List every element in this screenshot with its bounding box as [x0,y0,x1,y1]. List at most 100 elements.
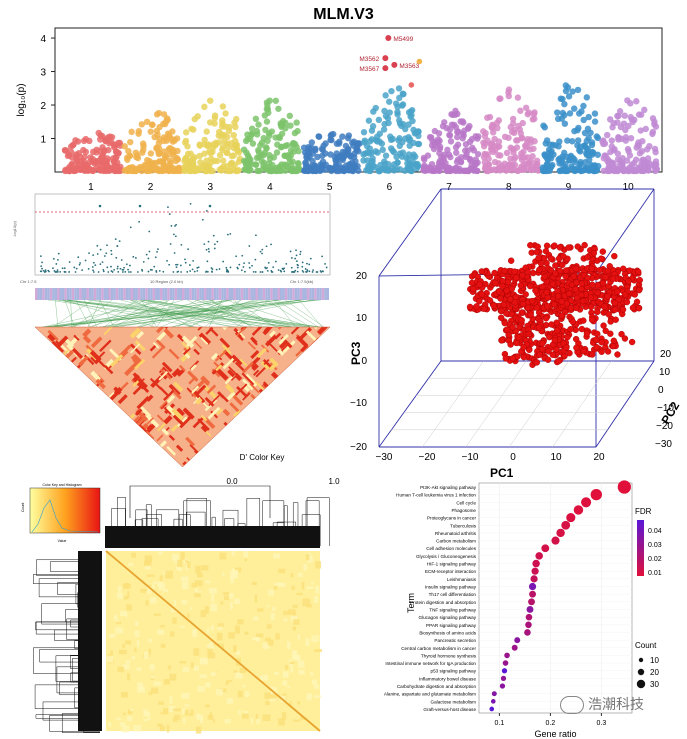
heatmap-cell [315,561,322,569]
snp-point [324,263,326,265]
snp-point [134,154,142,162]
snp-point [545,146,553,153]
heatmap-cell [278,718,285,726]
snp-point [119,267,122,270]
term-dot [556,528,565,538]
snp-point [62,167,69,175]
snp-point [554,109,561,116]
x-tick-label: −30 [376,452,393,463]
heatmap-cell [313,684,320,690]
term-dot [525,613,533,621]
box-edge [378,360,442,448]
snp-point [107,271,110,273]
heatmap-cell [136,667,142,671]
snp-point [145,167,153,175]
ld-cell [156,414,165,422]
snp-point [197,266,200,269]
marker-strip [52,288,55,300]
snp-point [556,167,563,175]
snp-point [110,270,113,272]
ld-cell [166,446,177,456]
heatmap-cell [144,565,152,570]
snp-point [322,150,329,157]
pca-point [588,316,596,324]
snp-point [265,267,267,270]
snp-point [453,149,460,156]
heatmap-cell [180,576,189,582]
snp-point [514,94,522,101]
snp-point [609,124,616,131]
marker-strip [164,288,168,300]
ld-cell [309,443,318,451]
snp-point [635,165,642,172]
ld-cell [320,463,330,467]
pca-point [564,333,571,341]
ld-cell [233,409,242,418]
pca-point [625,278,632,285]
ld-cell [251,363,259,371]
heatmap-cell [188,713,194,716]
x-tick-label: 0 [510,452,516,463]
ld-cell [161,427,170,436]
ld-cell [137,438,152,452]
heatmap-cell [182,708,187,714]
pca-point [567,304,575,312]
snp-point [207,97,214,104]
ld-cell [78,430,89,441]
heatmap-cell [230,575,235,583]
ld-cell [303,352,317,366]
term-label: Cell cycle [456,500,476,505]
heatmap-cell [225,681,229,685]
ld-cell [72,407,85,420]
snp-point [56,269,59,271]
heatmap-cell [243,684,246,688]
ld-cell [163,328,175,339]
pca-point [580,347,587,355]
snp-point [464,125,472,132]
heatmap-cell [212,719,216,723]
y-tick-label: 0 [658,385,664,396]
ld-cell [54,403,64,412]
heatmap-cell [297,634,301,640]
snp-point [125,263,128,266]
floor-grid [552,360,612,448]
pca-point [526,346,533,354]
chromosome-tick-label: 10 [623,182,635,192]
ld-cell [166,394,176,404]
snp-point [465,167,472,174]
snp-point [52,267,54,270]
snp-point [380,126,388,133]
snp-point [382,152,390,159]
pca-point [602,273,609,281]
ld-cell [300,413,312,424]
ld-cell [233,441,245,454]
snp-point [524,165,531,173]
dendrogram-branch [145,504,152,546]
snp-point [206,270,209,273]
ld-cell [282,425,295,438]
ld-cell [155,339,166,350]
ld-cell [99,423,111,435]
ld-cell [129,327,141,339]
ld-cell [276,419,289,431]
snp-point [604,131,611,139]
ld-cell [104,365,114,375]
marker-strip [316,288,320,300]
pca-point [543,289,550,296]
snp-point [578,108,585,115]
count-legend-title: Count [635,641,657,650]
snp-point [97,271,100,273]
heatmap-cell [192,629,197,633]
term-label: p53 signaling pathway [431,669,477,674]
heatmap-cell [220,601,224,605]
snp-point [335,161,342,168]
heatmap-cell [157,629,165,635]
pca-point [562,273,569,280]
snp-point [138,220,141,223]
heatmap-cell [116,593,124,599]
ld-cell [132,384,144,396]
snp-point [226,269,228,272]
heatmap-cell [195,726,202,734]
